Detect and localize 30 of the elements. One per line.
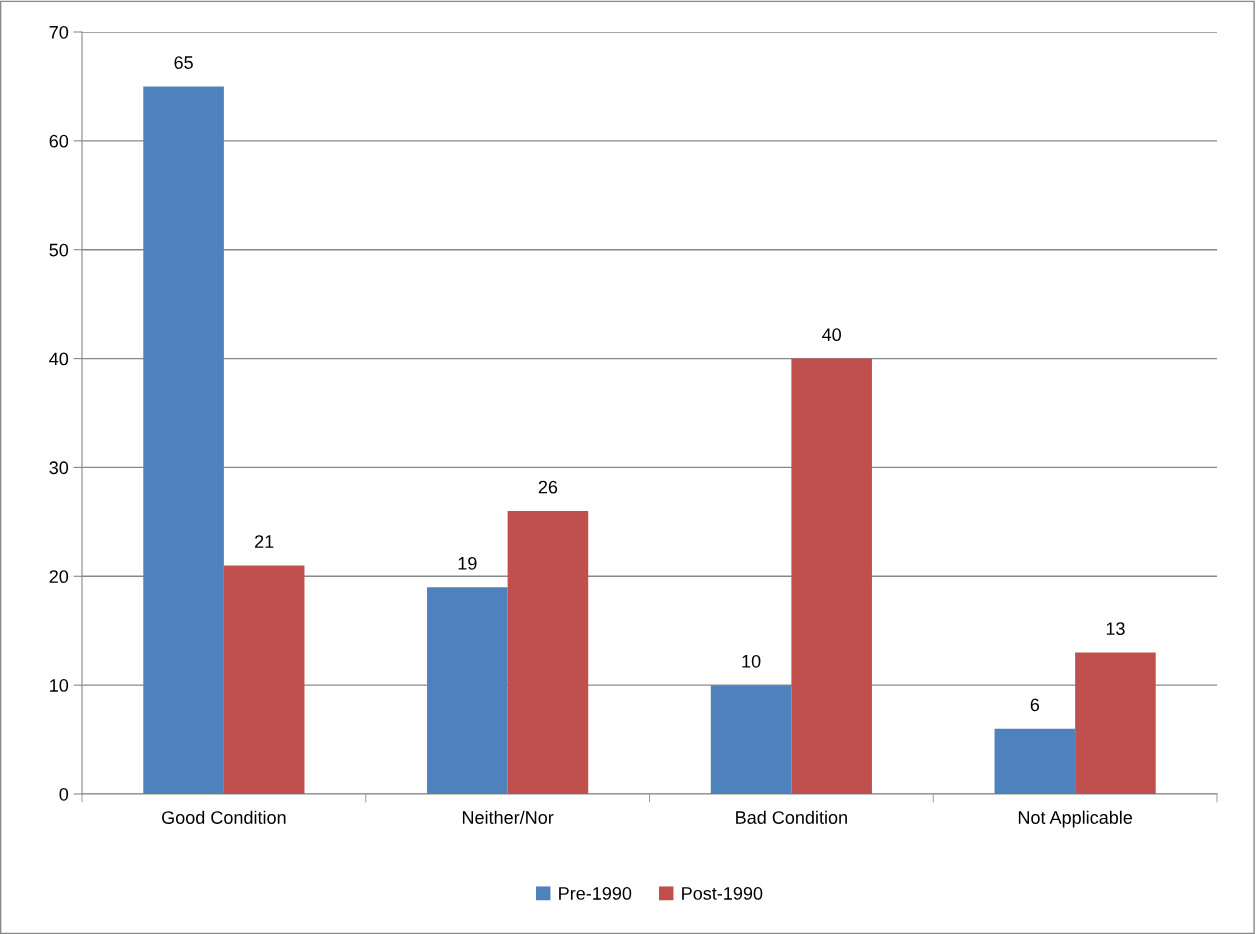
x-tick-label: Neither/Nor — [462, 810, 554, 824]
data-label: 65 — [174, 56, 193, 69]
bar — [223, 565, 305, 794]
bar — [143, 86, 224, 794]
bar — [994, 728, 1076, 794]
data-label: 21 — [255, 535, 274, 548]
y-tick-label: 30 — [49, 461, 69, 475]
y-tick-label: 0 — [59, 787, 69, 801]
data-label: 10 — [742, 654, 761, 668]
bar — [507, 510, 589, 794]
y-tick-label: 70 — [49, 25, 69, 39]
bar — [427, 587, 508, 794]
data-label: 40 — [822, 328, 841, 342]
x-tick-label: Bad Condition — [736, 810, 847, 824]
bar — [1075, 652, 1156, 794]
bar — [710, 685, 792, 794]
data-label: 26 — [538, 480, 558, 494]
x-tick-label: Good Condition — [162, 810, 286, 824]
data-label: 13 — [1106, 622, 1125, 636]
y-tick-label: 50 — [49, 243, 69, 257]
data-label: 19 — [458, 556, 477, 570]
legend-label: Post-1990 — [682, 887, 763, 900]
y-tick-label: 10 — [50, 679, 69, 692]
data-label: 6 — [1030, 698, 1040, 712]
y-tick-label: 60 — [49, 134, 69, 148]
bar — [791, 358, 872, 794]
legend-label: Pre-1990 — [559, 887, 632, 900]
y-tick-label: 40 — [49, 352, 69, 366]
x-tick-label: Not Applicable — [1018, 810, 1133, 828]
y-tick-label: 20 — [49, 570, 69, 584]
